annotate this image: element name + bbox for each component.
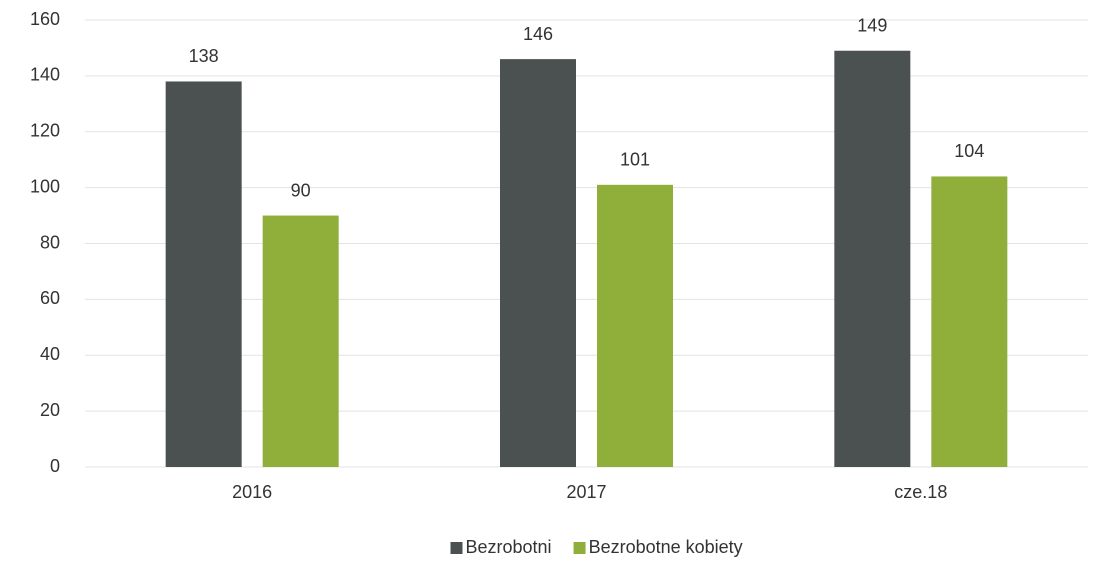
data-label: 101 — [620, 150, 650, 170]
legend-swatch — [573, 542, 586, 554]
bar — [500, 59, 576, 468]
legend-swatch — [450, 542, 463, 554]
bar — [834, 50, 911, 467]
bar — [931, 176, 1008, 467]
data-label: 146 — [523, 24, 553, 44]
y-tick-label: 40 — [40, 344, 60, 364]
x-tick-label: cze.18 — [894, 482, 947, 502]
legend-label: Bezrobotni — [466, 537, 552, 557]
y-tick-label: 140 — [30, 65, 60, 85]
y-tick-label: 0 — [50, 456, 60, 476]
bar — [165, 81, 242, 468]
y-tick-label: 80 — [40, 232, 60, 252]
data-label: 90 — [291, 180, 311, 200]
data-label: 104 — [954, 141, 984, 161]
y-tick-label: 100 — [30, 176, 60, 196]
bar — [597, 184, 673, 468]
bar — [262, 215, 339, 467]
data-label: 149 — [857, 15, 887, 35]
x-tick-label: 2017 — [566, 482, 606, 502]
y-tick-label: 20 — [40, 400, 60, 420]
x-tick-label: 2016 — [232, 482, 272, 502]
data-label: 138 — [189, 46, 219, 66]
y-tick-label: 60 — [40, 288, 60, 308]
y-tick-label: 160 — [30, 9, 60, 29]
legend-label: Bezrobotne kobiety — [589, 537, 743, 557]
y-tick-label: 120 — [30, 121, 60, 141]
